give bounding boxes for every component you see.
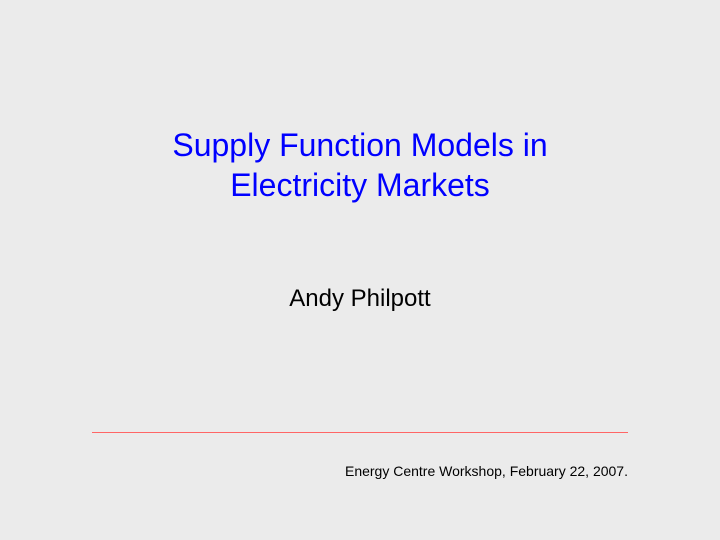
slide-footer: Energy Centre Workshop, February 22, 200… xyxy=(345,463,628,479)
divider-line xyxy=(92,432,628,433)
slide-author: Andy Philpott xyxy=(289,285,430,313)
slide-title: Supply Function Models in Electricity Ma… xyxy=(172,125,547,205)
title-line-2: Electricity Markets xyxy=(230,167,490,203)
slide-container: Supply Function Models in Electricity Ma… xyxy=(0,0,720,540)
title-line-1: Supply Function Models in xyxy=(172,127,547,163)
